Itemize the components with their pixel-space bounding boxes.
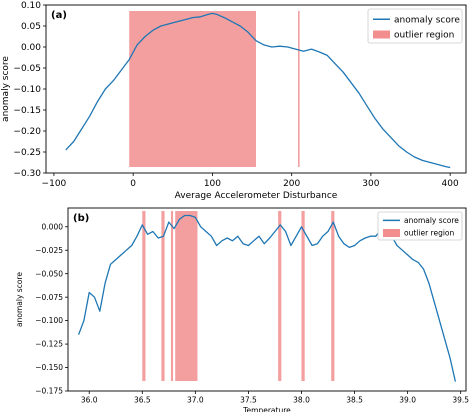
legend-label-series: anomaly score [404, 216, 459, 225]
x-axis-label: Average Accelerometer Disturbance [175, 191, 338, 201]
x-tick-label: 38.5 [346, 396, 363, 405]
outlier-region [142, 211, 146, 381]
x-tick-label: 200 [283, 179, 300, 189]
outlier-region [301, 211, 305, 381]
series-line-0 [77, 214, 457, 382]
legend-label-region: outlier region [394, 31, 454, 41]
chart-panel-a: −100 0 100 200 300 400 −0.30 −0.25 −0.20 −0.15 −0.… [1, 1, 467, 201]
y-tick-label: 0.00 [21, 43, 41, 53]
legend-region-swatch [383, 229, 400, 237]
y-tick-label: 0.10 [21, 1, 41, 11]
legend-label-region: outlier region [404, 229, 454, 238]
outlier-region [298, 11, 300, 167]
y-tick-label: −0.125 [35, 340, 63, 349]
y-tick-label: −0.25 [13, 148, 41, 158]
outlier-region [170, 211, 174, 381]
x-tick-label: 100 [204, 179, 221, 189]
x-tick-label: 400 [442, 179, 459, 189]
y-axis-label: anomaly score [1, 56, 11, 122]
legend-region-swatch [373, 30, 390, 39]
x-tick-label: 36.0 [81, 396, 98, 405]
y-tick-label: 0.05 [21, 22, 41, 32]
x-tick-label: 36.5 [134, 396, 151, 405]
outlier-region [175, 211, 198, 381]
outlier-region [278, 211, 282, 381]
y-tick-label: −0.150 [35, 363, 63, 372]
y-tick-label: −0.100 [35, 316, 63, 325]
legend-box [367, 8, 463, 44]
y-tick-label: −0.175 [35, 387, 63, 396]
y-tick-label: 0.000 [42, 222, 64, 231]
y-tick-label: −0.30 [13, 169, 41, 179]
legend-label-series: anomaly score [394, 15, 460, 25]
plot-frame [67, 207, 467, 392]
panel-label: (a) [51, 10, 67, 21]
y-tick-label: −0.05 [13, 64, 41, 74]
y-tick-label: −0.20 [13, 127, 41, 137]
series-line-0 [65, 12, 451, 169]
x-tick-label: 37.5 [240, 396, 257, 405]
x-axis-label: Temperature [242, 406, 291, 412]
x-tick-label: 37.0 [187, 396, 204, 405]
y-axis-label: anomaly score [15, 272, 24, 327]
x-tick-label: 0 [130, 179, 136, 189]
y-tick-label: −0.15 [13, 106, 41, 116]
x-tick-label: −100 [42, 179, 67, 189]
x-tick-label: 38.0 [293, 396, 310, 405]
x-tick-label: 39.5 [452, 396, 469, 405]
chart-panel-b: 36.0 36.5 37.0 37.5 38.0 38.5 39.0 39.5 −0.175 −0… [15, 207, 469, 412]
panel-label: (b) [73, 213, 89, 224]
x-tick-label: 300 [362, 179, 379, 189]
y-tick-label: −0.075 [35, 293, 63, 302]
x-tick-label: 39.0 [399, 396, 416, 405]
outlier-region [129, 11, 256, 167]
y-tick-label: −0.025 [35, 246, 63, 255]
outlier-region [331, 211, 335, 381]
outlier-region [161, 211, 165, 381]
y-tick-label: −0.10 [13, 85, 41, 95]
y-tick-label: −0.050 [35, 269, 63, 278]
